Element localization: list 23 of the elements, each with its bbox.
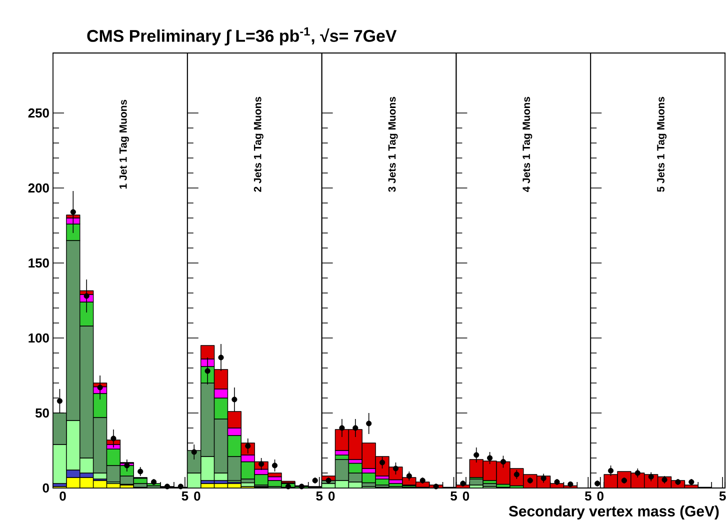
x-tick-label: 0 [597,492,604,501]
annotation: 3 Jets 1 Tag Muons [388,96,398,192]
x-tick-label: 5 [182,492,188,501]
text: CMS Preliminary ∫ L=36 pb$^{-1}$, √s= 7GeV [87,27,397,46]
y-tick-label: 250 [28,108,49,118]
x-tick-label: 0 [462,492,470,501]
annotation: 2 Jets 1 Tag Muons [254,96,264,192]
annotation: 4 Jets 1 Tag Muons [522,96,532,192]
x-axis-title: Secondary vertex mass (GeV) [508,506,719,520]
annotation: 5 Jets 1 Tag Muons [657,96,667,192]
x-tick-label: 5 [584,492,592,501]
x-tick-label: 0 [328,492,335,501]
y-tick-label: 150 [28,258,49,268]
y-tick-label: 100 [28,333,49,343]
x-tick-label: 0 [194,492,200,501]
x-tick-label: 5 [719,492,726,501]
x-tick-label: 5 [450,492,457,501]
y-tick-label: 0 [42,483,49,493]
x-tick-label: 5 [316,492,323,501]
annotation: 1 Jet 1 Tag Muons [120,100,129,189]
x-tick-label: 0 [60,492,66,501]
y-tick-label: 200 [28,183,49,193]
y-tick-label: 50 [35,408,49,418]
